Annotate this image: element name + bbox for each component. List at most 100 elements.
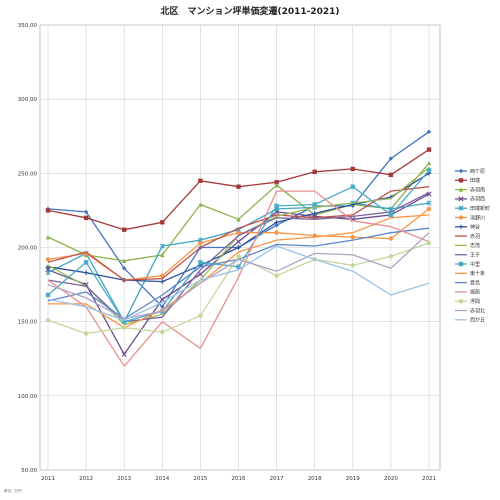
data-point <box>388 212 394 218</box>
data-point <box>426 160 432 166</box>
series-line <box>47 232 430 320</box>
data-point <box>426 240 432 246</box>
y-axis: 50.00 100.00 150.00 200.00 250.00 300.00 350.0… <box>18 23 38 474</box>
data-point <box>198 313 203 318</box>
data-point <box>458 196 464 202</box>
y-tick-label: 350.00 <box>18 23 38 29</box>
legend-item: 中里 <box>455 261 480 268</box>
data-point <box>458 261 464 267</box>
legend-label: 田端新町 <box>470 205 490 212</box>
data-point <box>350 184 355 189</box>
x-tick-label: 2021 <box>422 476 436 482</box>
series-lines <box>45 129 432 367</box>
data-point <box>388 206 394 212</box>
y-tick-label: 50.00 <box>21 468 37 474</box>
data-point <box>458 187 464 192</box>
data-point <box>274 220 279 225</box>
legend-item: 田端新町 <box>455 205 490 212</box>
x-tick-label: 2020 <box>384 476 398 482</box>
series-8 <box>47 186 430 281</box>
data-point <box>45 234 51 240</box>
legend: 西ケ原田端赤羽南赤羽西田端新町滝野川神谷赤羽志茂王子中里東十条豊島堀船浮間赤羽北… <box>455 168 490 324</box>
unit-note: 単位：万円 <box>4 488 22 493</box>
series-12 <box>48 214 430 329</box>
data-point <box>426 206 432 212</box>
series-line <box>48 214 430 329</box>
legend-label: 赤羽南 <box>470 186 485 193</box>
data-point <box>458 205 464 211</box>
legend-label: 赤羽西 <box>470 197 485 203</box>
data-point <box>122 227 127 232</box>
data-point <box>312 169 317 175</box>
legend-label: 中里 <box>470 261 480 268</box>
legend-label: 浮間 <box>470 298 480 305</box>
legend-label: 西ケ原 <box>470 168 485 175</box>
series-15 <box>45 240 432 336</box>
legend-item: 神谷 <box>455 224 480 231</box>
data-point <box>160 304 165 310</box>
data-point <box>198 202 203 207</box>
data-point <box>122 325 127 330</box>
x-tick-label: 2015 <box>193 476 207 482</box>
data-point <box>45 270 51 276</box>
legend-item: 西ケ原 <box>455 168 485 175</box>
data-point <box>426 147 432 152</box>
legend-item: 赤羽西 <box>455 196 485 203</box>
data-point <box>274 180 279 185</box>
series-2 <box>45 147 432 232</box>
legend-item: 豊島 <box>455 279 480 286</box>
data-point <box>160 329 165 335</box>
data-point <box>274 223 279 228</box>
data-point <box>426 168 432 173</box>
x-tick-label: 2012 <box>79 476 93 482</box>
data-point <box>122 258 127 264</box>
data-point <box>122 266 127 271</box>
legend-label: 滝野川 <box>470 214 485 221</box>
data-point <box>235 238 242 245</box>
legend-item: 赤羽南 <box>455 186 485 193</box>
data-point <box>160 273 165 278</box>
data-point <box>388 236 394 241</box>
series-line <box>47 190 430 367</box>
chart-title: 北区 マンション坪単価変遷(2011-2021) <box>160 5 339 17</box>
data-point <box>350 234 355 240</box>
x-axis: 2011 2012 2013 2014 2015 2016 2017 2018 2019 2020… <box>41 476 436 482</box>
data-point <box>236 217 241 222</box>
series-line <box>47 245 430 321</box>
data-point <box>83 331 89 336</box>
data-point <box>159 243 165 249</box>
data-point <box>274 203 279 209</box>
legend-label: 東十条 <box>470 270 485 277</box>
series-14 <box>47 190 430 367</box>
data-point <box>45 257 51 262</box>
data-point <box>350 166 355 172</box>
data-point <box>198 240 203 246</box>
data-point <box>83 215 89 221</box>
data-point <box>458 178 464 183</box>
data-point <box>45 292 51 298</box>
data-point <box>236 254 241 259</box>
legend-item: 浮間 <box>455 298 480 305</box>
data-point <box>458 168 464 174</box>
x-tick-label: 2018 <box>308 476 322 482</box>
data-point <box>198 178 203 183</box>
x-tick-label: 2017 <box>270 476 284 482</box>
legend-label: 豊島 <box>470 279 480 286</box>
data-point <box>426 129 432 134</box>
legend-item: 田端 <box>455 177 480 184</box>
data-point <box>83 260 89 265</box>
legend-item: 堀船 <box>455 289 480 296</box>
legend-label: 赤羽北 <box>470 307 485 314</box>
y-tick-label: 250.00 <box>18 171 38 177</box>
y-tick-label: 200.00 <box>18 246 38 252</box>
data-point <box>198 260 203 265</box>
legend-label: 堀船 <box>470 289 480 296</box>
series-line <box>47 186 430 281</box>
data-point <box>83 270 89 275</box>
data-point <box>197 271 203 277</box>
legend-label: 西が丘 <box>470 317 485 324</box>
x-tick-label: 2013 <box>117 476 131 482</box>
y-tick-label: 300.00 <box>18 97 38 103</box>
data-point <box>121 351 127 357</box>
legend-item: 志茂 <box>455 242 480 249</box>
